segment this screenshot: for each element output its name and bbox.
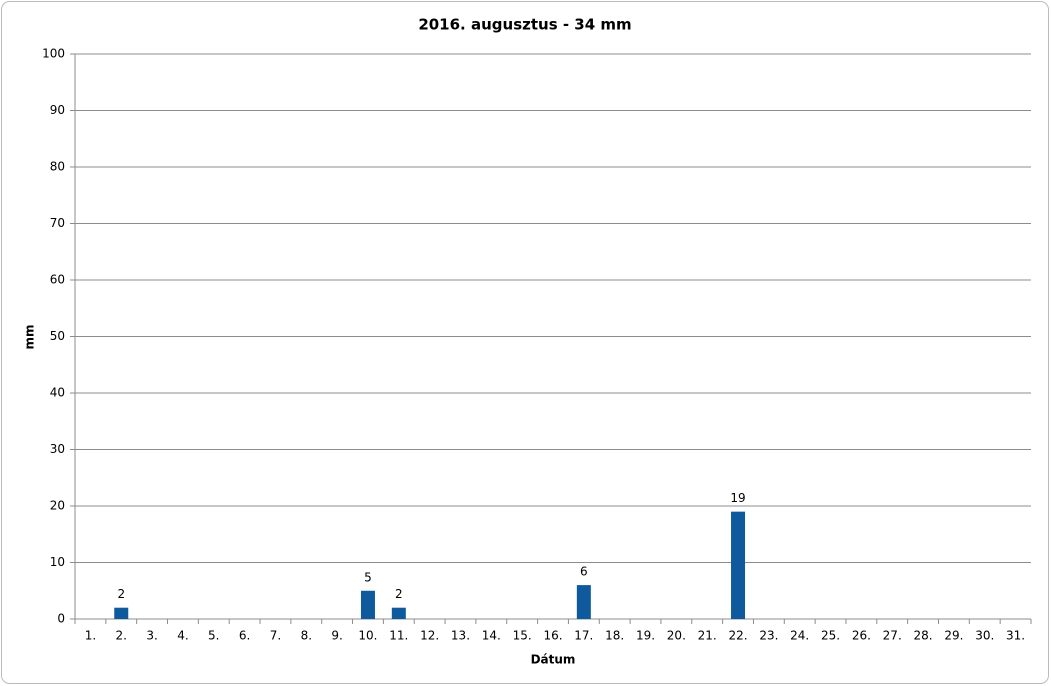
x-tick-label: 5. [208,629,219,643]
x-tick-label: 25. [821,629,840,643]
x-tick-label: 18. [605,629,624,643]
x-tick-label: 13. [451,629,470,643]
x-tick-label: 20. [667,629,686,643]
x-tick-label: 19. [636,629,655,643]
y-tick-label: 10 [50,555,65,569]
x-tick-label: 28. [914,629,933,643]
bar [360,590,375,619]
x-tick-label: 12. [420,629,439,643]
y-tick-label: 30 [50,442,65,456]
y-tick-label: 90 [50,103,65,117]
data-label: 2 [117,587,125,601]
x-tick-label: 7. [270,629,281,643]
data-label: 5 [364,570,372,584]
bar [391,607,406,619]
y-tick-label: 80 [50,160,65,174]
y-tick-label: 50 [50,329,65,343]
x-tick-label: 9. [331,629,342,643]
y-axis-label: mm [23,324,37,349]
x-tick-label: 16. [543,629,562,643]
x-tick-label: 1. [85,629,96,643]
x-tick-label: 26. [852,629,871,643]
y-tick-label: 20 [50,499,65,513]
x-tick-label: 14. [482,629,501,643]
chart-title: 2016. augusztus - 34 mm [418,16,631,34]
x-tick-label: 30. [975,629,994,643]
bar [731,511,746,619]
x-tick-label: 2. [116,629,127,643]
x-tick-label: 29. [944,629,963,643]
bar [114,607,129,619]
x-tick-label: 8. [301,629,312,643]
x-tick-label: 22. [728,629,747,643]
x-tick-label: 4. [177,629,188,643]
x-tick-label: 24. [790,629,809,643]
y-tick-label: 70 [50,216,65,230]
x-tick-label: 11. [389,629,408,643]
x-tick-label: 10. [358,629,377,643]
data-label: 6 [580,565,588,579]
x-tick-label: 31. [1006,629,1025,643]
y-tick-label: 0 [57,612,65,626]
x-tick-label: 27. [883,629,902,643]
x-tick-label: 21. [698,629,717,643]
y-tick-label: 40 [50,386,65,400]
y-tick-label: 60 [50,273,65,287]
x-tick-label: 23. [759,629,778,643]
data-label: 19 [730,491,745,505]
x-tick-label: 15. [513,629,532,643]
x-tick-label: 3. [146,629,157,643]
x-tick-label: 17. [574,629,593,643]
bar [576,585,591,619]
data-label: 2 [395,587,403,601]
y-tick-label: 100 [42,47,65,61]
x-tick-label: 6. [239,629,250,643]
x-axis-label: Dátum [531,653,576,667]
